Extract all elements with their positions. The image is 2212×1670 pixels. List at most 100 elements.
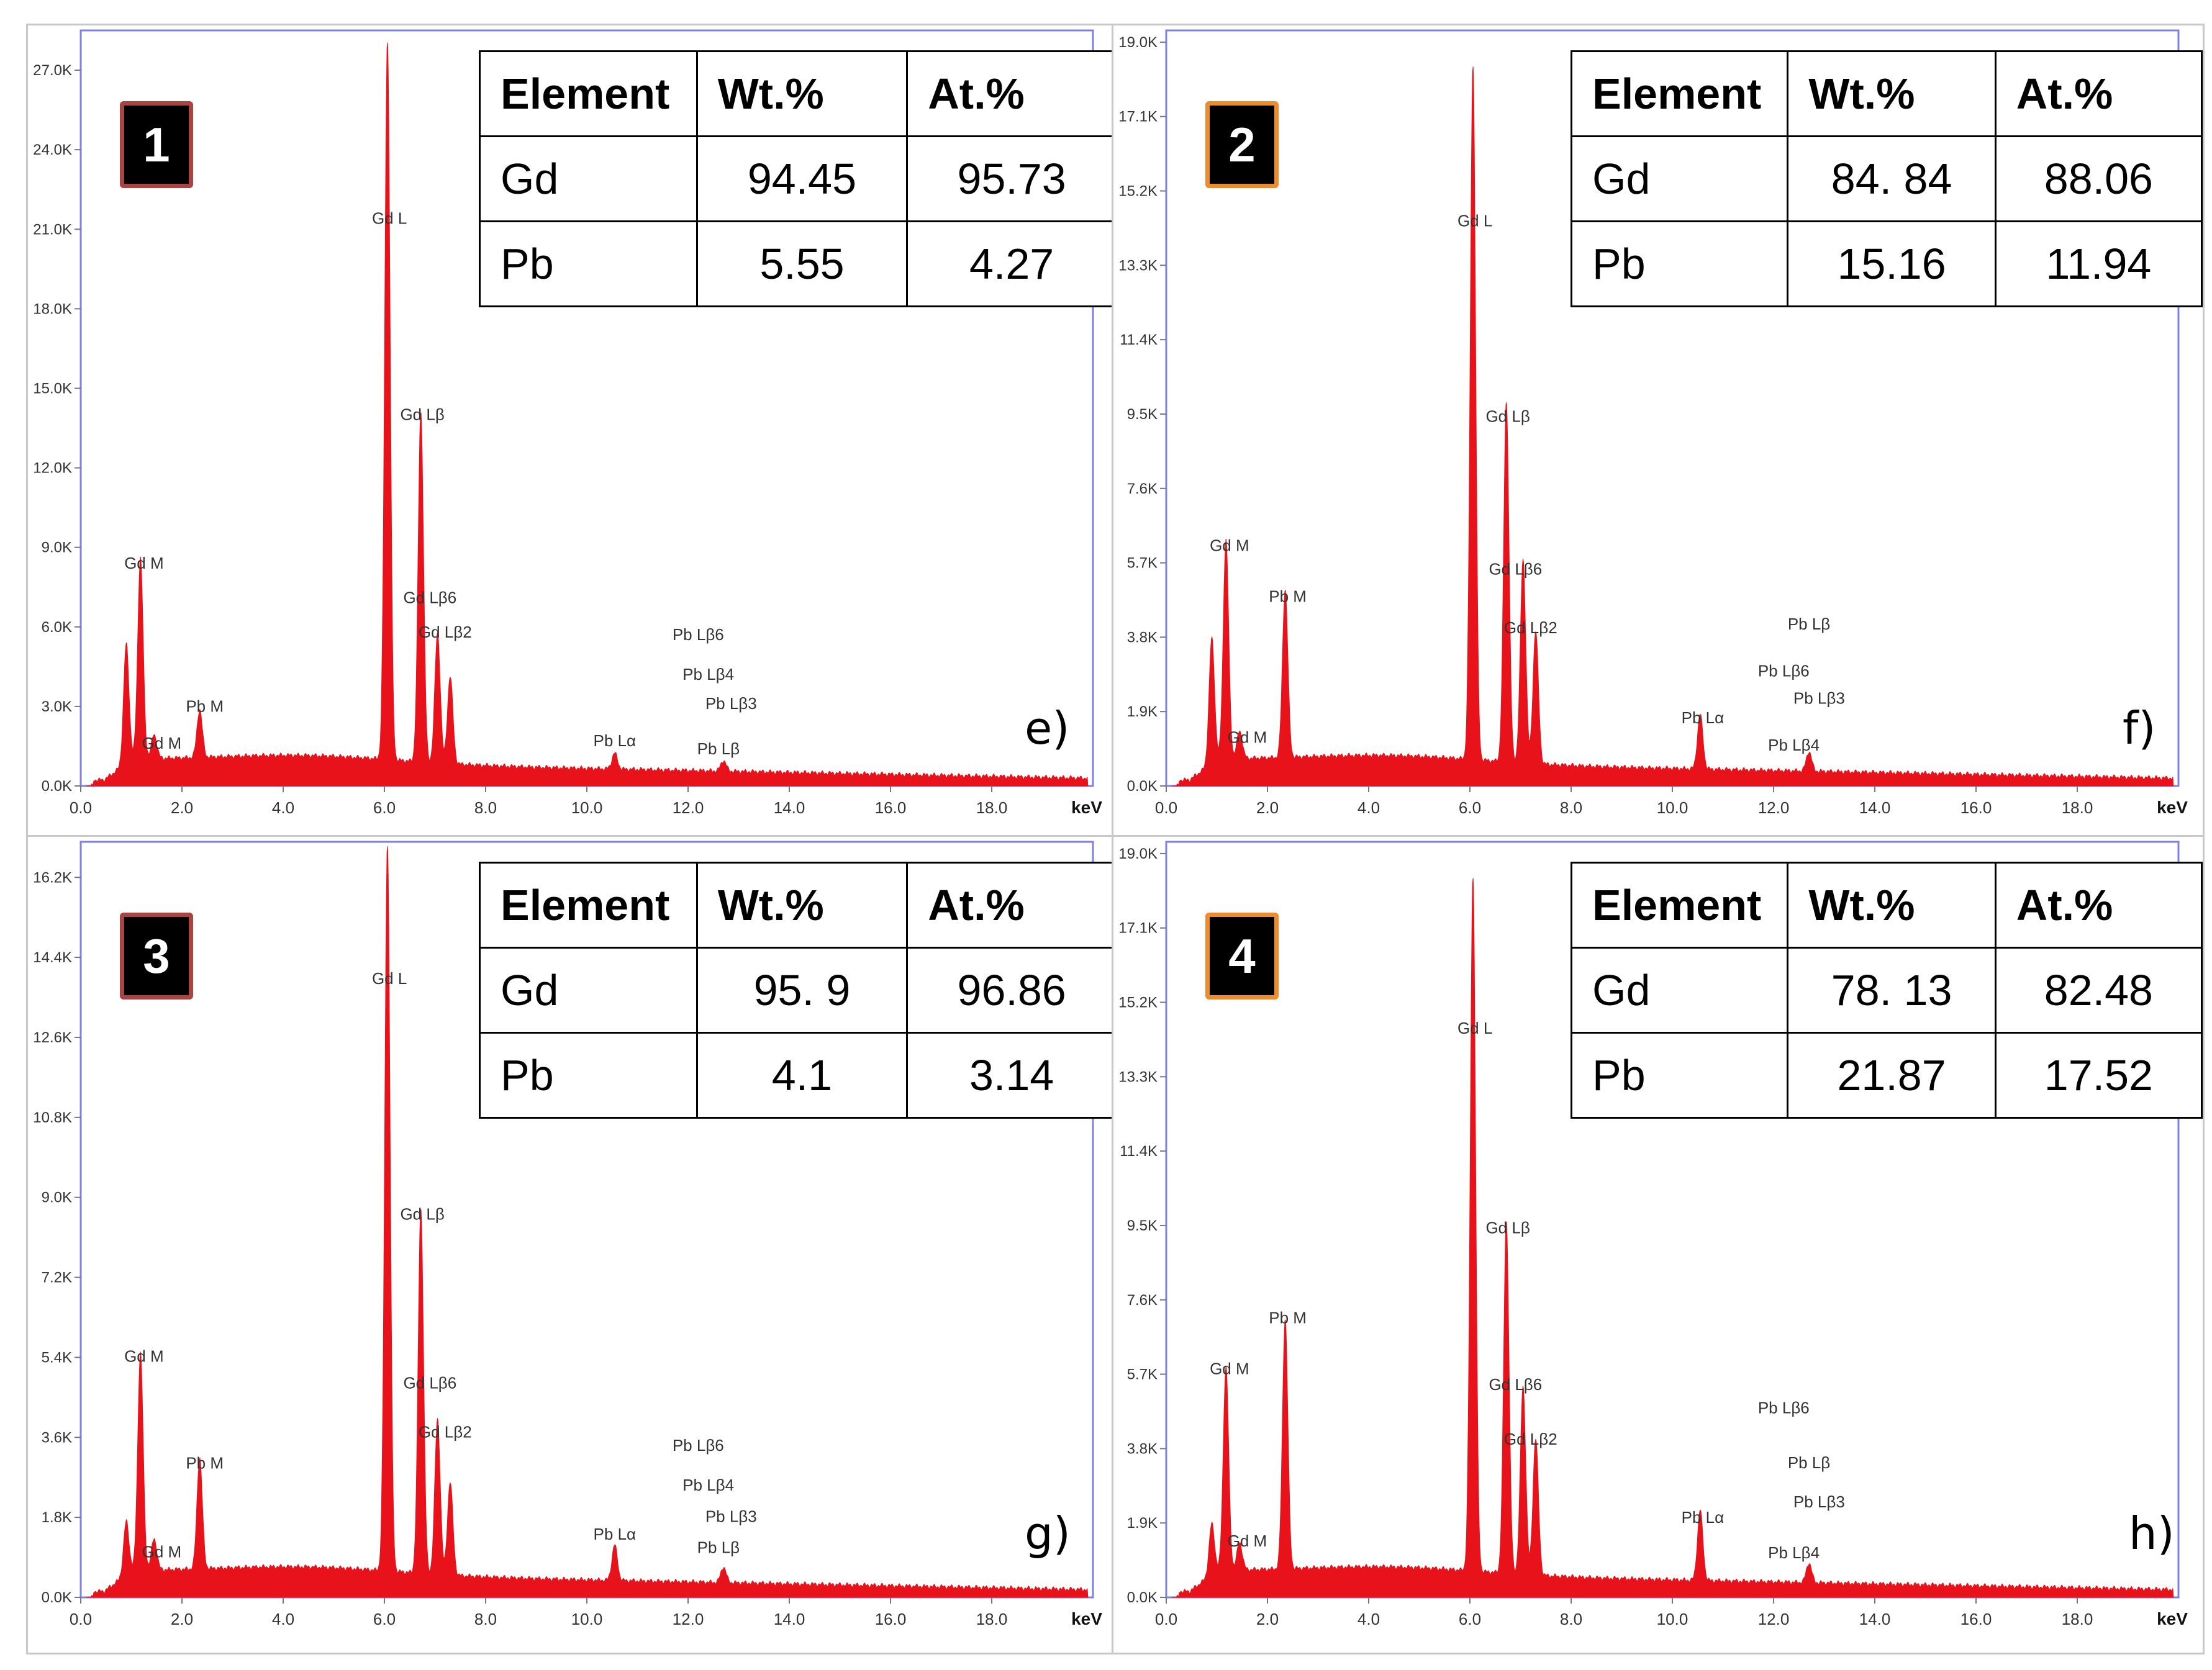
table-cell: 4.27 [906, 220, 1117, 307]
table-header: Wt.% [1787, 50, 1997, 137]
peak-label: Pb Lβ [697, 1538, 740, 1556]
peak-label: Pb M [1269, 587, 1307, 606]
y-tick-label: 21.0K [33, 221, 72, 238]
y-tick-label: 3.8K [1127, 629, 1158, 646]
peak-label: Gd Lβ6 [403, 588, 456, 607]
x-tick-label: 6.0 [1459, 798, 1481, 817]
y-tick-label: 11.4K [1120, 1143, 1158, 1160]
peak-label: Gd Lβ2 [1504, 618, 1557, 637]
table-cell: 11.94 [1994, 220, 2203, 307]
peak-label: Gd Lβ2 [419, 1422, 472, 1441]
x-tick-label: 8.0 [1560, 798, 1582, 817]
table-cell: 94.45 [696, 135, 909, 222]
table-cell: 15.16 [1787, 220, 1997, 307]
x-tick-label: 8.0 [474, 1610, 497, 1628]
panel-letter: g) [1025, 1507, 1071, 1559]
panel-number-badge: 3 [120, 913, 193, 1000]
peak-label: Pb Lβ3 [705, 694, 757, 713]
peak-label: Gd Lβ2 [419, 623, 472, 641]
peak-label: Gd M [124, 1347, 164, 1366]
table-header: Wt.% [696, 862, 909, 949]
table-header: Wt.% [696, 50, 909, 137]
table-cell: Gd [479, 947, 698, 1034]
y-tick-label: 3.0K [42, 698, 72, 715]
table-header: Element [479, 862, 698, 949]
x-tick-label: 0.0 [70, 1610, 92, 1628]
composition-table: Element Wt.% At.% Gd 84. 84 88.06 Pb 15.… [1570, 50, 2203, 307]
peak-label: Pb Lβ [1788, 1453, 1830, 1472]
y-tick-label: 15.2K [1118, 995, 1158, 1011]
spectrum-panel-3: 0.0K 1.8K 3.6K 5.4K 7.2K 9.0K 10.8K 12.6K 14.4K 1… [26, 835, 1119, 1654]
y-tick-label: 18.0K [33, 300, 72, 317]
x-tick-label: 2.0 [171, 1610, 193, 1628]
y-tick-label: 5.4K [42, 1349, 72, 1366]
y-tick-label: 16.2K [33, 869, 72, 886]
peak-label: Pb Lβ4 [682, 1476, 734, 1494]
x-tick-label: 12.0 [1758, 798, 1790, 817]
peak-label: Pb Lβ [697, 739, 740, 758]
spectrum-area [1171, 66, 2174, 787]
spectrum-panel-4: 0.0K 1.9K 3.8K 5.7K 7.6K 9.5K 11.4K 13.3K 15.2K 1… [1112, 835, 2205, 1654]
table-header-row: Element Wt.% At.% [479, 50, 1117, 137]
table-cell: 95. 9 [696, 947, 909, 1034]
table-row: Pb 15.16 11.94 [1570, 220, 2203, 307]
peak-label: Pb Lα [594, 731, 637, 750]
peak-label: Gd M [142, 734, 182, 752]
peak-label: Gd L [1457, 211, 1492, 230]
peak-label: Pb Lβ6 [1758, 1399, 1810, 1417]
x-tick-label: 0.0 [1155, 1610, 1177, 1628]
table-header: At.% [1994, 50, 2203, 137]
y-tick-label: 13.3K [1118, 1068, 1158, 1085]
x-tick-label: 2.0 [171, 798, 193, 817]
table-cell: 82.48 [1994, 947, 2203, 1034]
x-tick-label: 4.0 [272, 1610, 294, 1628]
y-tick-label: 12.6K [33, 1029, 72, 1046]
peak-label: Pb M [186, 697, 224, 715]
table-header: Element [1570, 50, 1789, 137]
x-tick-label: 14.0 [1859, 1610, 1891, 1628]
table-row: Pb 4.1 3.14 [479, 1032, 1117, 1119]
peak-label: Gd M [1228, 728, 1267, 747]
x-axis-label: keV [2157, 798, 2188, 817]
y-tick-label: 5.7K [1127, 555, 1158, 572]
spectrum-area [86, 42, 1089, 787]
peak-label: Gd M [1210, 536, 1249, 555]
x-tick-label: 10.0 [571, 1610, 603, 1628]
y-tick-label: 9.0K [42, 1189, 72, 1206]
y-tick-label: 9.0K [42, 539, 72, 556]
peak-label: Gd M [1210, 1360, 1249, 1378]
peak-label: Gd Lβ6 [1489, 1375, 1542, 1394]
peak-label: Gd L [1457, 1019, 1492, 1037]
table-cell: 4.1 [696, 1032, 909, 1119]
y-tick-label: 12.0K [33, 460, 72, 477]
table-row: Gd 84. 84 88.06 [1570, 135, 2203, 222]
peak-label: Pb Lα [1682, 1508, 1725, 1527]
table-row: Gd 78. 13 82.48 [1570, 947, 2203, 1034]
peak-label: Gd M [1228, 1532, 1267, 1550]
peak-label: Gd M [124, 554, 164, 572]
spectrum-chart-4: 0.0K 1.9K 3.8K 5.7K 7.6K 9.5K 11.4K 13.3K 15.2K 1… [1118, 841, 2188, 1628]
x-tick-label: 16.0 [1960, 798, 1992, 817]
peak-label: Gd M [142, 1543, 182, 1561]
x-tick-label: 8.0 [1560, 1610, 1582, 1628]
y-tick-label: 7.2K [42, 1270, 72, 1286]
x-tick-label: 12.0 [1758, 1610, 1790, 1628]
peak-label: Gd Lβ [1485, 407, 1530, 426]
y-tick-label: 10.8K [33, 1109, 72, 1126]
table-header-row: Element Wt.% At.% [1570, 862, 2203, 949]
y-tick-label: 3.6K [42, 1429, 72, 1446]
peak-label: Pb M [186, 1453, 224, 1472]
x-tick-label: 4.0 [1358, 1610, 1380, 1628]
table-cell: Gd [1570, 947, 1789, 1034]
spectrum-area [1171, 878, 2174, 1599]
x-tick-label: 4.0 [272, 798, 294, 817]
x-tick-label: 14.0 [774, 1610, 805, 1628]
y-tick-label: 1.9K [1127, 703, 1158, 720]
x-tick-label: 4.0 [1358, 798, 1380, 817]
y-tick-label: 3.8K [1127, 1440, 1158, 1457]
y-tick-label: 6.0K [42, 619, 72, 636]
panel-number-badge: 4 [1205, 913, 1279, 1000]
panel-number-badge: 2 [1205, 101, 1279, 188]
composition-table: Element Wt.% At.% Gd 78. 13 82.48 Pb 21.… [1570, 862, 2203, 1119]
table-cell: Gd [1570, 135, 1789, 222]
